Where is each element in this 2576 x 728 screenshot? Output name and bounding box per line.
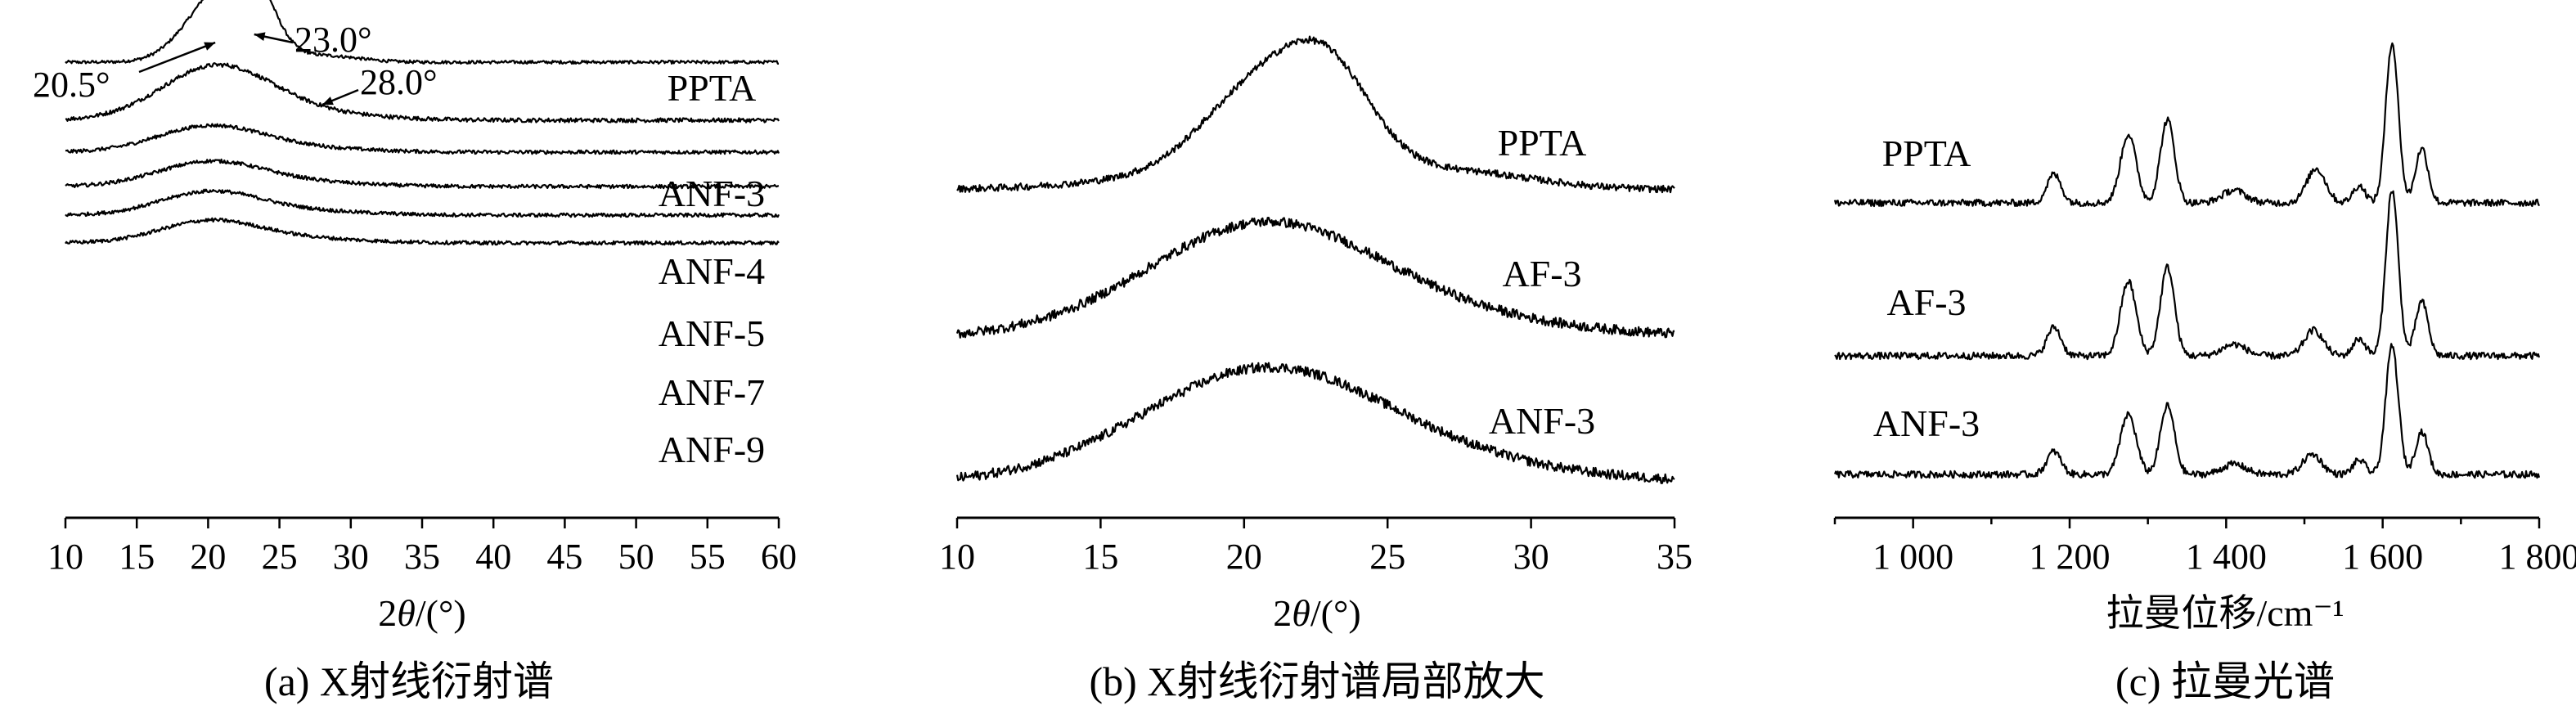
series-line-anf-9 [65, 217, 780, 246]
x-tick-label-30: 30 [1513, 537, 1549, 577]
annotation-label-1: 23.0° [294, 20, 372, 60]
x-tick-label-1200: 1 200 [2030, 537, 2111, 577]
series-line-anf-3 [955, 362, 1675, 484]
x-tick-label-15: 15 [1082, 537, 1118, 577]
annotation-arrowhead-1 [254, 32, 266, 42]
panel-a-curves [65, 0, 780, 246]
panel-a-xrd: PPTA ANF-3 ANF-4 ANF-5 ANF-7 ANF-9 20.5° 23.0°… [33, 0, 797, 704]
x-tick-label-1000: 1 000 [1872, 537, 1953, 577]
annotation-arrowhead-0 [204, 42, 216, 51]
x-tick-label-60: 60 [761, 537, 797, 577]
series-label-anf-3: ANF-3 [659, 173, 765, 214]
annotation-label-0: 20.5° [33, 65, 110, 105]
panel-a-x-axis-label: 2θ/(°) [378, 592, 465, 634]
panel-a-annotations: 20.5° 23.0°28.0° [33, 20, 438, 106]
x-tick-label-10: 10 [47, 537, 83, 577]
panel-c-ticks: 1 000 1 200 1 400 1 600 1 800 [1833, 518, 2576, 577]
panel-a-series-labels: PPTA ANF-3 ANF-4 ANF-5 ANF-7 ANF-9 [659, 67, 765, 470]
panel-c-curves [1833, 42, 2541, 479]
series-line-ppta [1833, 42, 2541, 208]
series-label-anf-7: ANF-7 [659, 371, 765, 413]
annotation-arrowhead-2 [321, 97, 334, 106]
x-tick-label-55: 55 [690, 537, 726, 577]
x-tick-label-1600: 1 600 [2342, 537, 2423, 577]
x-tick-label-20: 20 [190, 537, 226, 577]
panel-b-ticks: 10 15 20 25 30 35 [939, 518, 1693, 577]
series-label-anf-9: ANF-9 [659, 429, 765, 470]
x-tick-label-20: 20 [1226, 537, 1262, 577]
series-label-anf-4: ANF-4 [659, 250, 765, 292]
annotation-label-2: 28.0° [360, 62, 438, 102]
panel-a-caption: (a) X射线衍射谱 [264, 658, 554, 704]
x-tick-label-45: 45 [546, 537, 582, 577]
panel-b-x-axis-label: 2θ/(°) [1273, 592, 1360, 634]
series-line-anf-7 [65, 188, 780, 218]
panel-b-caption: (b) X射线衍射谱局部放大 [1090, 658, 1545, 704]
series-line-ppta [956, 35, 1675, 194]
x-tick-label-25: 25 [262, 537, 298, 577]
series-label-anf-3: ANF-3 [1489, 400, 1595, 442]
x-tick-label-40: 40 [475, 537, 511, 577]
x-tick-label-1800: 1 800 [2499, 537, 2576, 577]
series-line-anf-4 [65, 123, 780, 155]
x-tick-label-15: 15 [119, 537, 155, 577]
series-label-anf-3: ANF-3 [1873, 402, 1980, 444]
series-line-anf-3 [65, 62, 780, 124]
panel-b-xrd-zoom: PPTA AF-3 ANF-3 10 15 20 25 30 35 2θ/(°) (b) X射… [939, 35, 1693, 704]
panel-c-series-labels: PPTA AF-3 ANF-3 [1873, 133, 1980, 444]
series-label-af-3: AF-3 [1886, 281, 1966, 323]
panel-c-caption: (c) 拉曼光谱 [2115, 658, 2335, 704]
x-tick-label-25: 25 [1369, 537, 1405, 577]
x-tick-label-10: 10 [939, 537, 975, 577]
series-label-ppta: PPTA [668, 67, 757, 109]
series-line-af-3 [1834, 190, 2541, 361]
panel-b-curves [955, 35, 1675, 484]
panel-b-series-labels: PPTA AF-3 ANF-3 [1489, 122, 1595, 442]
x-tick-label-50: 50 [618, 537, 654, 577]
series-label-anf-5: ANF-5 [659, 312, 765, 354]
panel-a-ticks: 10 15 20 25 30 35 40 45 50 55 60 [47, 518, 797, 577]
series-label-ppta: PPTA [1498, 122, 1587, 164]
x-tick-label-1400: 1 400 [2186, 537, 2267, 577]
series-line-ppta [65, 0, 779, 65]
panel-c-x-axis-label: 拉曼位移/cm⁻¹ [2106, 592, 2344, 634]
x-tick-label-35: 35 [1657, 537, 1693, 577]
series-label-ppta: PPTA [1882, 133, 1971, 174]
annotation-arrow-0 [138, 41, 216, 74]
series-line-anf-5 [65, 158, 780, 190]
x-tick-label-30: 30 [333, 537, 369, 577]
series-line-af-3 [955, 217, 1675, 339]
series-line-anf-3 [1833, 343, 2541, 479]
x-tick-label-35: 35 [404, 537, 440, 577]
series-label-af-3: AF-3 [1502, 253, 1581, 294]
